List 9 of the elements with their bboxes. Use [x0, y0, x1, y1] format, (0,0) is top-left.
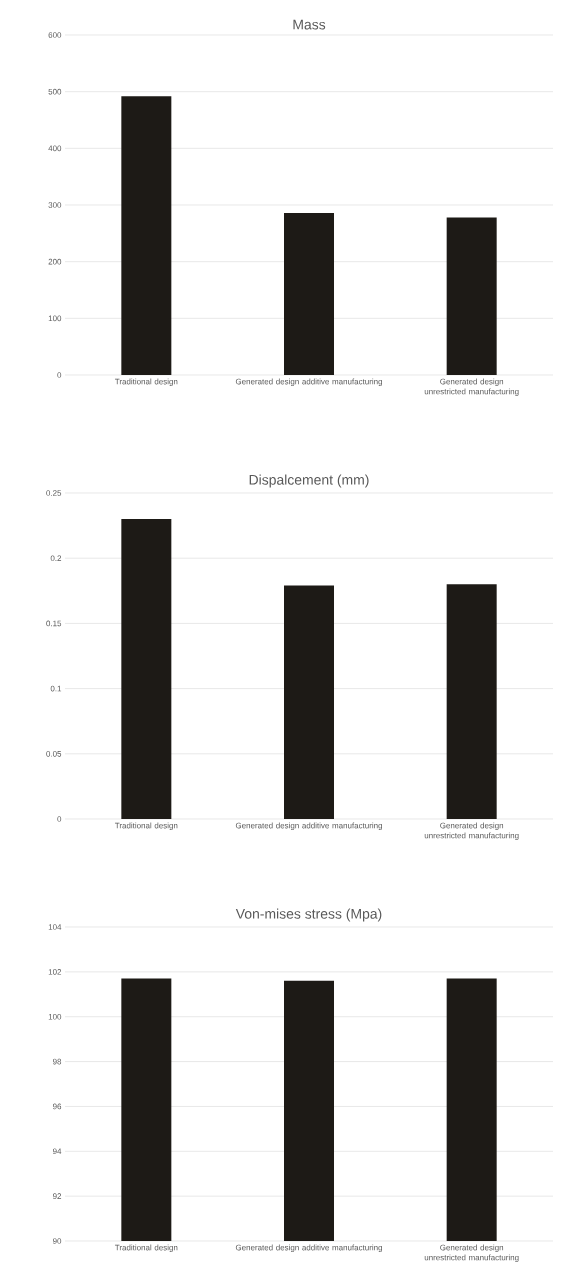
- bar: [121, 519, 172, 820]
- bar: [284, 585, 334, 820]
- bar: [446, 217, 497, 375]
- chart-title: Dispalcement (mm): [249, 474, 369, 488]
- chart-title: Von-mises stress (Mpa): [235, 908, 382, 922]
- chart-title: Mass: [293, 19, 326, 30]
- bar: [121, 96, 172, 375]
- bar: [284, 212, 334, 375]
- bar: [446, 584, 497, 820]
